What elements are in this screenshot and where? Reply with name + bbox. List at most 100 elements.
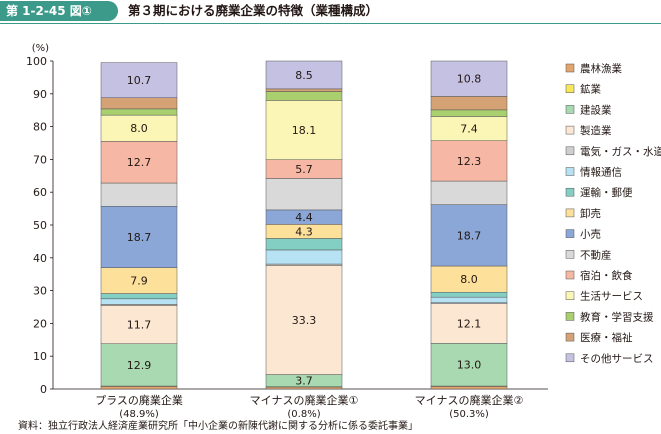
legend-label: 医療・福祉: [580, 331, 633, 344]
bar-stack: 12.9 11.7 7.9 18.7 12.7 8.0 10.7: [100, 62, 178, 390]
x-axis-labels: プラスの廃業企業 (48.9%) マイナスの廃業企業① (0.8%) マイナスの廃業企業…: [95, 393, 523, 420]
bar-segment: [265, 249, 343, 265]
data-label: 10.8: [457, 73, 482, 86]
bar-segment: [430, 296, 508, 303]
bar-segment: [265, 265, 343, 375]
x-category-label: マイナスの廃業企業①: [250, 393, 359, 407]
data-label: 8.0: [460, 273, 478, 286]
bar-segment: [430, 116, 508, 141]
bar-segment: [100, 182, 178, 207]
legend-item: その他サービス: [565, 352, 654, 365]
legend-item: 農林漁業: [565, 62, 622, 75]
bar-segment: [430, 291, 508, 298]
bar-segment: [430, 96, 508, 111]
y-tick-label: 40: [33, 252, 47, 265]
bar-segment: [430, 180, 508, 205]
y-axis-unit: (%): [32, 43, 49, 54]
y-axis: 0 10 20 30 40 50 60 70 80 90 100(%): [26, 43, 548, 396]
figure-header: 第 1-2-45 図① 第３期における廃業企業の特徴（業種構成）: [0, 0, 661, 24]
bar-stacks: 12.9 11.7 7.9 18.7 12.7 8.0 10.7 3.7 33.3 4.34.4 5…: [100, 60, 508, 390]
source-note: 資料：独立行政法人経済産業研究所「中小企業の新陳代謝に関する分析に係る委託事業」: [18, 421, 418, 432]
bar-segment: [430, 343, 508, 387]
bar-segment: [100, 305, 178, 344]
bar-segment: [430, 109, 508, 117]
x-category-share: (50.3%): [449, 409, 489, 420]
legend-label: その他サービス: [580, 352, 654, 365]
bar-segment: [430, 265, 508, 293]
x-category-label: マイナスの廃業企業②: [415, 393, 524, 407]
y-tick-label: 70: [33, 153, 47, 166]
x-category-share: (0.8%): [287, 409, 320, 420]
legend-label: 鉱業: [580, 83, 601, 96]
bar-segment: [430, 140, 508, 182]
legend-swatch: [565, 187, 575, 197]
legend-swatch: [565, 312, 575, 321]
data-label: 8.0: [130, 122, 148, 135]
legend-label: 農林漁業: [580, 62, 622, 75]
data-label: 3.7: [295, 375, 313, 388]
data-label: 12.3: [457, 155, 482, 168]
legend-item: 生活サービス: [565, 290, 643, 303]
data-label: 5.7: [295, 163, 313, 176]
data-label: 12.9: [127, 359, 152, 372]
data-label: 12.7: [127, 156, 152, 169]
legend-swatch: [565, 105, 575, 114]
legend-label: 電気・ガス・水道: [580, 145, 661, 158]
legend-item: 情報通信: [565, 166, 622, 179]
legend-swatch: [565, 353, 575, 363]
legend-item: 医療・福祉: [565, 331, 633, 344]
legend-label: 製造業: [580, 124, 612, 137]
data-label: 33.3: [292, 314, 317, 327]
x-category-share: (48.9%): [119, 409, 159, 420]
bar-segment: [100, 386, 178, 390]
bar-segment: [265, 100, 343, 160]
y-tick-label: 60: [33, 186, 47, 199]
legend-label: 建設業: [580, 103, 612, 116]
data-label: 7.9: [130, 275, 148, 288]
legend-swatch: [565, 291, 575, 300]
legend: 農林漁業鉱業建設業製造業電気・ガス・水道情報通信運輸・郵便卸売小売不動産宿泊・飲…: [565, 62, 661, 365]
bar-stack: 13.0 12.1 8.0 18.7 12.3 7.4 10.8: [430, 60, 508, 390]
legend-label: 卸売: [580, 207, 601, 220]
bar-stack: 3.7 33.3 4.34.4 5.7 18.1 8.5: [265, 60, 343, 390]
legend-item: 宿泊・飲食: [565, 269, 633, 282]
x-category-label: プラスの廃業企業: [95, 393, 183, 407]
legend-label: 不動産: [580, 248, 612, 261]
figure-title: 第３期における廃業企業の特徴（業種構成）: [128, 3, 379, 18]
y-tick-label: 10: [33, 350, 47, 363]
y-tick-label: 80: [33, 121, 47, 134]
data-label: 4.3: [295, 225, 313, 238]
legend-swatch: [565, 270, 575, 280]
data-label: 13.0: [457, 359, 482, 372]
data-label: 11.7: [127, 319, 152, 332]
legend-item: 建設業: [565, 103, 612, 116]
bar-segment: [265, 88, 343, 92]
data-label: 12.1: [457, 318, 482, 331]
y-tick-label: 30: [33, 285, 47, 298]
legend-label: 運輸・郵便: [580, 186, 633, 199]
legend-item: 電気・ガス・水道: [565, 145, 661, 158]
legend-label: 情報通信: [580, 166, 622, 179]
legend-label: 教育・学習支援: [580, 310, 654, 323]
bar-segment: [100, 343, 178, 387]
bar-segment: [265, 238, 343, 251]
header-divider: [0, 23, 661, 24]
data-label: 10.7: [127, 74, 152, 87]
bar-segment: [100, 114, 178, 142]
y-tick-label: 20: [33, 317, 47, 330]
legend-swatch: [565, 229, 575, 238]
bar-segment: [100, 108, 178, 116]
bar-segment: [100, 97, 178, 110]
legend-swatch: [565, 208, 575, 218]
data-label: 8.5: [295, 69, 313, 82]
y-tick-label: 50: [33, 219, 47, 232]
legend-item: 教育・学習支援: [565, 310, 654, 323]
bar-segment: [430, 386, 508, 390]
legend-item: 小売: [565, 228, 601, 241]
legend-item: 鉱業: [565, 83, 601, 96]
bar-segment: [265, 91, 343, 101]
legend-swatch: [565, 146, 575, 156]
data-label: 7.4: [460, 123, 478, 136]
data-label: 4.4: [295, 211, 313, 224]
